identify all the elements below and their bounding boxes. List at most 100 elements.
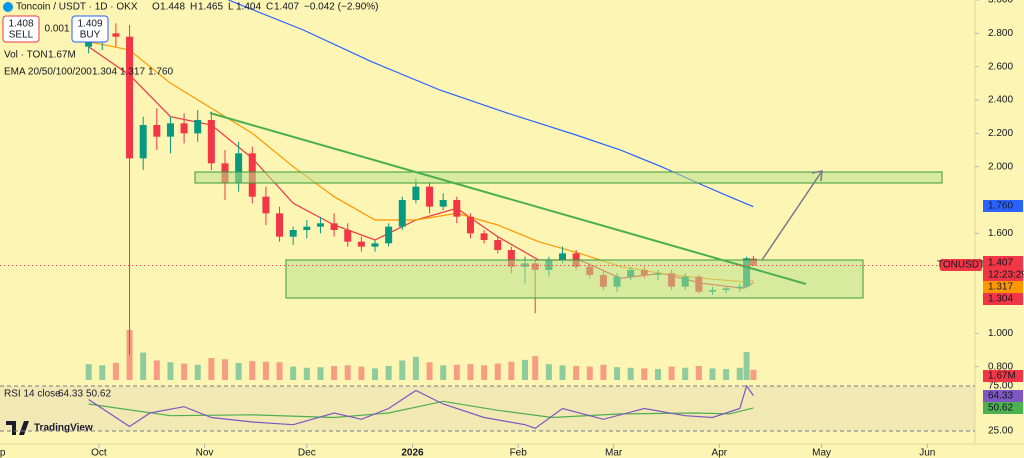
volume-title: Vol · TON xyxy=(4,50,48,61)
candle-body xyxy=(480,233,488,240)
candle-body xyxy=(439,200,447,207)
candle-body xyxy=(112,33,120,37)
ema-badge-value: 1.760 xyxy=(988,201,1013,212)
volume-bar xyxy=(440,365,447,380)
volume-badge-value: 1.67M xyxy=(988,371,1016,382)
change: −0.042 (−2.90%) xyxy=(304,2,379,13)
volume-bar xyxy=(331,365,338,380)
volume-bar xyxy=(654,369,661,380)
projection-arrow xyxy=(761,170,823,261)
x-tick-label: Feb xyxy=(510,448,528,458)
volume-bar xyxy=(467,364,474,380)
volume-bar xyxy=(750,369,757,380)
volume-bar xyxy=(222,359,228,380)
arrow-head xyxy=(811,170,823,182)
ema-line xyxy=(88,46,754,289)
buy-button[interactable] xyxy=(71,15,109,43)
candle-body xyxy=(85,40,93,47)
candle-body xyxy=(507,250,515,267)
volume-bar xyxy=(344,365,351,380)
volume-bar xyxy=(627,367,634,380)
volume-bar xyxy=(153,360,160,380)
brand: TradingView xyxy=(34,423,93,434)
volume-bar xyxy=(385,365,392,380)
volume-bar xyxy=(99,365,106,380)
ohlc-value: 1.465 xyxy=(198,2,223,13)
volume-bar xyxy=(743,351,750,380)
candle-body xyxy=(316,223,324,227)
x-tick-label: Oct xyxy=(91,448,107,458)
volume-bar xyxy=(545,364,552,380)
volume-bar xyxy=(276,362,283,380)
ohlc-value: 1.448 xyxy=(160,2,185,13)
volume-bar xyxy=(695,365,702,380)
rsi-tick-label: 75.00 xyxy=(988,381,1013,392)
x-tick-label: Sep xyxy=(0,448,6,458)
candle-body xyxy=(412,186,420,200)
volume-bar xyxy=(140,352,147,380)
volume-bar xyxy=(235,362,242,380)
rsi-badge-value: 64.33 xyxy=(988,391,1013,402)
rsi-ma-value: 50.62 xyxy=(86,389,111,400)
volume-bar xyxy=(358,366,365,380)
ohlc-value: 1.404 xyxy=(236,2,261,13)
candle-body xyxy=(398,200,406,227)
volume-bar xyxy=(481,365,488,380)
rsi-tick-label: 25.00 xyxy=(988,426,1013,437)
x-tick-label: Mar xyxy=(605,448,623,458)
volume-bar xyxy=(372,368,378,380)
last-price: 1.407 xyxy=(988,258,1013,269)
y-tick-label: 2.000 xyxy=(988,161,1013,172)
ema-badge xyxy=(983,281,1023,293)
candle-body xyxy=(153,125,161,137)
countdown: 12:23:29 xyxy=(988,270,1024,281)
rsi-ma-badge-value: 50.62 xyxy=(988,403,1013,414)
ema-value: 1.304 xyxy=(92,67,117,78)
candle-body xyxy=(371,243,379,247)
candle-body xyxy=(453,200,461,217)
coin-icon xyxy=(3,2,13,12)
ohlc-value: 1.407 xyxy=(274,2,299,13)
brand-logo xyxy=(6,421,29,435)
volume-bar xyxy=(559,365,566,380)
price-pane xyxy=(85,0,757,380)
ohlc-legend: O 1.448 H 1.465 L 1.404 C 1.407 −0.042 (−2.90%) xyxy=(152,2,379,13)
trend-line xyxy=(209,112,807,285)
drawings xyxy=(194,112,943,299)
ema-badge xyxy=(983,200,1023,212)
sell-label: SELL xyxy=(9,30,34,41)
candle-body xyxy=(235,153,243,184)
support-zone xyxy=(285,259,864,299)
rsi-line xyxy=(88,384,754,429)
rsi-ma-line xyxy=(88,400,754,419)
candle-body xyxy=(330,223,338,230)
volume-bar xyxy=(668,366,675,380)
volume-bar xyxy=(614,367,621,380)
ohlc-letter: C xyxy=(266,2,273,13)
y-tick-label: 1.000 xyxy=(988,328,1013,339)
symbol: TONUSDT xyxy=(937,260,985,271)
chart-title: Toncoin / USDT · 1D · OKX xyxy=(16,2,138,13)
candle-body xyxy=(126,36,134,159)
rsi-title: RSI 14 close xyxy=(4,389,61,400)
ema-badge-value: 1.317 xyxy=(988,282,1013,293)
resistance-zone xyxy=(194,171,943,184)
y-tick-label: 1.600 xyxy=(988,228,1013,239)
candle-body xyxy=(466,216,474,234)
ema-badge xyxy=(983,293,1023,305)
rsi-ma-badge xyxy=(983,402,1023,414)
volume-badge xyxy=(983,370,1023,382)
candle-body xyxy=(262,196,270,214)
volume-bar xyxy=(532,356,539,380)
sell-button[interactable] xyxy=(2,15,40,43)
y-tick-label: 2.200 xyxy=(988,128,1013,139)
y-tick-label: 3.000 xyxy=(988,0,1013,6)
volume-bar xyxy=(167,362,174,380)
candle-body xyxy=(385,226,393,244)
volume-bar xyxy=(573,365,580,380)
x-tick-label: Dec xyxy=(298,448,316,458)
sell-price: 1.408 xyxy=(8,19,33,30)
candle-body xyxy=(289,230,297,237)
volume-bar xyxy=(508,361,515,380)
